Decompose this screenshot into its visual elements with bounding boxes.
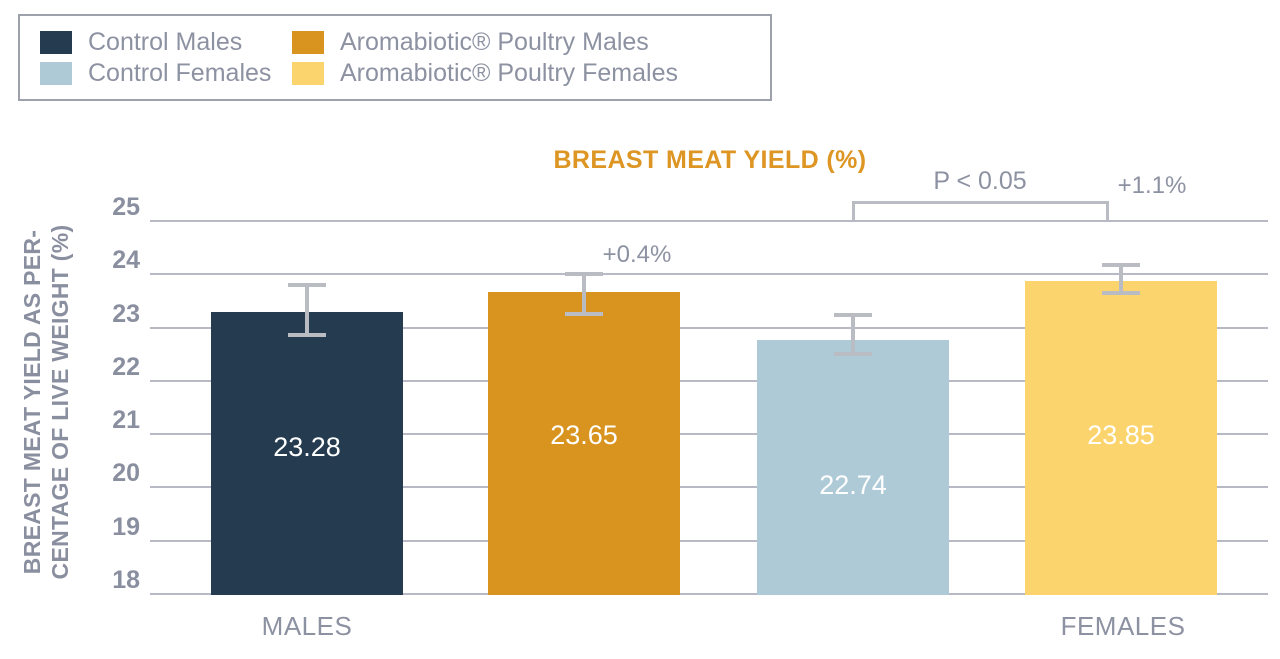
y-tick-label-21: 21 [112, 406, 140, 435]
annotation-0-4: +0.4% [602, 241, 672, 268]
legend-swatch-aromabiotic-poultry-females [292, 62, 324, 85]
error-bar-cap-top [1102, 263, 1140, 268]
error-bar-aromabiotic-poultry-males [582, 271, 586, 316]
legend-item-control-males: Control Males [40, 28, 292, 56]
y-tick-label-18: 18 [112, 566, 140, 594]
bar-aromabiotic-poultry-males: 23.65 [488, 292, 680, 595]
error-bar-cap-bottom [834, 352, 872, 357]
x-axis-group-label-males: MALES [261, 611, 353, 641]
y-tick-label-22: 22 [112, 352, 140, 381]
gridline-22 [150, 379, 1268, 382]
error-bar-cap-top [834, 312, 872, 317]
error-bar-cap-bottom [565, 311, 603, 316]
bar-value-label: 22.74 [819, 470, 887, 500]
gridline-21 [150, 433, 1268, 436]
y-tick-label-24: 24 [112, 246, 140, 275]
bar-value-label: 23.28 [273, 432, 341, 462]
legend-item-aromabiotic-poultry-females: Aromabiotic® Poultry Females [292, 59, 770, 87]
error-bar-cap-top [288, 283, 326, 288]
chart-title: BREAST MEAT YIELD (%) [553, 146, 867, 174]
y-tick-label-19: 19 [112, 512, 140, 541]
legend-item-control-females: Control Females [40, 59, 292, 87]
error-bar-control-females [851, 312, 855, 357]
bar-value-label: 23.65 [550, 420, 618, 450]
gridline-20 [150, 486, 1268, 489]
gridline-18 [150, 593, 1268, 595]
gridline-24 [150, 273, 1268, 276]
error-bar-control-males [305, 283, 309, 338]
legend-item-label: Control Males [88, 28, 243, 56]
y-tick-label-23: 23 [112, 299, 140, 328]
gridline-19 [150, 539, 1268, 542]
bar-value-label: 23.85 [1087, 420, 1155, 450]
gridline-23 [150, 326, 1268, 329]
error-bar-cap-top [565, 271, 603, 276]
y-tick-label-25: 25 [112, 193, 140, 221]
bar-control-females: 22.74 [757, 340, 949, 595]
x-axis-group-label-females: FEMALES [1060, 611, 1186, 641]
legend-item-label: Aromabiotic® Poultry Females [340, 59, 678, 87]
annotation-p-0-05: P < 0.05 [933, 167, 1027, 195]
legend-swatch-control-males [40, 31, 72, 54]
legend-swatch-control-females [40, 62, 72, 85]
significance-bracket [852, 201, 1109, 220]
error-bar-cap-bottom [288, 333, 326, 338]
error-bar-cap-bottom [1102, 291, 1140, 296]
legend: Control Males Aromabiotic® Poultry Males C… [18, 14, 772, 101]
y-tick-label-20: 20 [112, 459, 140, 488]
legend-item-label: Aromabiotic® Poultry Males [340, 28, 649, 56]
bar-control-males: 23.28 [211, 312, 403, 595]
legend-swatch-aromabiotic-poultry-males [292, 31, 324, 54]
legend-item-label: Control Females [88, 59, 272, 87]
bar-aromabiotic-poultry-females: 23.85 [1025, 281, 1217, 595]
annotation-1-1: +1.1% [1117, 172, 1187, 199]
error-bar-aromabiotic-poultry-females [1119, 263, 1123, 296]
gridline-25 [150, 220, 1268, 222]
legend-item-aromabiotic-poultry-males: Aromabiotic® Poultry Males [292, 28, 770, 56]
